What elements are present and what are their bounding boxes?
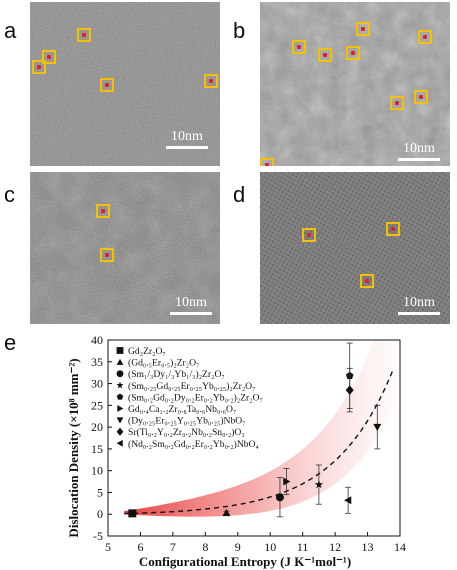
tem-image-b [260,2,450,166]
scalebar-line [166,146,208,149]
panel-label-b: b [233,18,246,43]
x-axis-label: Configurational Entropy (J K⁻¹mol⁻¹) [139,554,351,569]
dislocation-marker [302,228,316,242]
tem-image-a [30,2,220,166]
scalebar-c: 10nm [170,296,212,315]
legend-entry-label: Gd₀.₄Ca₁.₂Zr₀.₈Ta₀.₆Nb₀.₆O₇ [128,404,236,415]
marker-diamond [116,427,124,436]
legend-entry-label: Sr(Ti₀.₂Y₀.₂Zr₀.₂Nb₀.₂Sn₀.₂)O₃ [128,427,245,438]
chart-legend: Gd₂Zr₂O₇(Gd₀.₅Er₀.₅)₂Zr₂O₇(Sm₁/₃Dy₁/₃Yb₁… [116,346,263,450]
tem-panel-c: 10nm [30,172,220,324]
y-tick-label: 5 [97,485,103,499]
scalebar-line [398,312,440,315]
x-tick-label: 8 [202,540,208,554]
dislocation-marker [100,248,114,262]
dislocation-marker [418,30,432,44]
marker-pentagon [116,393,124,400]
y-axis-label: Dislocation Density (×10⁸ mm⁻²) [66,358,81,537]
panel-label-c: c [4,182,15,207]
dislocation-marker [204,74,218,88]
marker-circle [275,493,284,502]
scalebar-label: 10nm [403,141,435,156]
dislocation-marker [356,22,370,36]
legend-entry-label: (Sm₁/₃Dy₁/₃Yb₁/₃)₂Zr₂O₇ [128,369,225,380]
legend-entry-label: (Gd₀.₅Er₀.₅)₂Zr₂O₇ [128,358,199,369]
legend-entry-label: (Sm₀.₂₅Gd₀.₂₅Er₀.₂₅Yb₀.₂₅)₂Zr₂O₇ [128,381,255,392]
marker-triangle-right [117,405,124,412]
dislocation-marker [390,96,404,110]
dislocation-marker [346,46,360,60]
marker-triangle-up [222,508,231,517]
legend-entry-label: (Sm₀.₂Gd₀.₂Dy₀.₂Er₀.₂Yb₀.₂)₂Zr₂O₇ [128,392,263,403]
scalebar-label: 10nm [175,295,207,310]
scalebar-label: 10nm [403,295,435,310]
marker-triangle-up [116,358,124,365]
x-tick-label: 10 [264,540,276,554]
dislocation-marker [360,274,374,288]
x-tick-label: 11 [297,540,309,554]
dislocation-marker [77,28,91,42]
marker-square [116,347,124,354]
marker-triangle-down [373,423,382,432]
marker-star [314,480,324,489]
scalebar-d: 10nm [398,296,440,315]
tem-panel-b: 10nm [260,2,450,166]
marker-star [116,381,124,389]
scalebar-line [170,312,212,315]
y-tick-label: 10 [91,464,103,478]
marker-square [128,509,137,518]
marker-triangle-left [116,439,123,447]
plot-frame [107,339,401,537]
legend-entry-label: (Dy₀.₂₅Er₀.₂₅Y₀.₂₅Yb₀.₂₅)NbO₇ [128,416,246,427]
dislocation-marker [260,158,274,166]
dislocation-marker [318,48,332,62]
x-tick-label: 5 [105,540,111,554]
fit-curve [124,368,395,515]
scalebar-b: 10nm [398,142,440,161]
chart-axes: 5 6 7 8 9 10 11 12 13 14 -5 0 5 10 15 20 25 30 35 40 [91,333,406,554]
marker-triangle-left [344,496,352,505]
x-tick-label: 14 [394,540,406,554]
marker-triangle-right [283,477,291,486]
y-tick-label: 20 [91,420,103,434]
y-tick-label: 40 [91,333,103,347]
dislocation-marker [100,78,114,92]
tem-panel-d: 10nm [260,172,450,324]
panel-label-d: d [233,182,246,207]
y-tick-label: 25 [91,398,103,412]
confidence-band [124,340,394,517]
y-tick-label: 30 [91,377,103,391]
x-tick-label: 12 [329,540,341,554]
panel-label-e: e [4,330,17,355]
marker-circle [116,370,124,378]
y-tick-label: 0 [97,507,103,521]
tem-panel-a: 10nm [30,2,220,166]
fit-line [124,368,395,515]
scalebar-a: 10nm [166,130,208,149]
tem-image-d [260,172,450,324]
dislocation-marker [32,60,46,74]
y-tick-label: -5 [93,529,103,543]
y-tick-label: 15 [91,442,103,456]
marker-triangle-down [116,417,124,424]
x-tick-label: 6 [137,540,143,554]
dislocation-marker [386,222,400,236]
dislocation-marker [96,204,110,218]
tem-image-c [30,172,220,324]
scalebar-line [398,158,440,161]
scalebar-label: 10nm [171,129,203,144]
dislocation-marker [414,90,428,104]
x-tick-label: 7 [170,540,176,554]
panel-label-a: a [4,18,17,43]
dislocation-density-chart: 5 6 7 8 9 10 11 12 13 14 -5 0 5 10 15 20 25 30 35 40 Gd₂Zr₂… [66,333,406,569]
legend-entry-label: (Nd₀.₂Sm₀.₂Gd₀.₂Er₀.₂Yb₀.₂)NbO₄ [128,439,260,450]
y-tick-label: 35 [91,355,103,369]
dislocation-marker [292,40,306,54]
band-area [124,340,394,517]
x-tick-label: 9 [235,540,241,554]
dislocation-marker [42,50,56,64]
x-tick-label: 13 [362,540,374,554]
legend-entry-label: Gd₂Zr₂O₇ [128,346,166,357]
